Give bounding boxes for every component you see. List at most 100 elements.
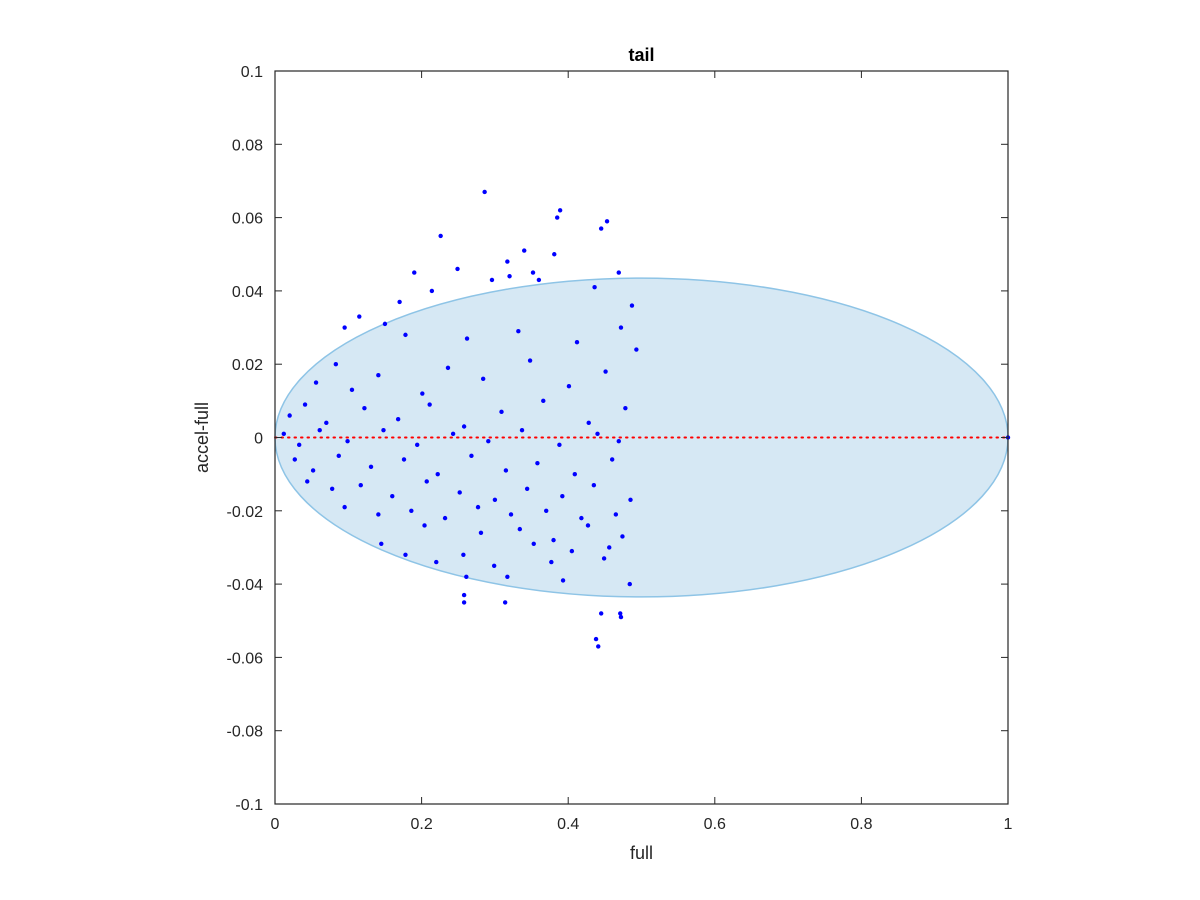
data-point: [329, 486, 335, 492]
data-point: [618, 614, 624, 620]
data-point: [397, 299, 402, 305]
data-point: [281, 431, 286, 437]
data-point: [390, 493, 395, 499]
data-point: [461, 600, 467, 605]
y-tick-label: -0.08: [227, 724, 264, 741]
x-tick-label: 0.6: [704, 816, 726, 833]
y-axis-label: accel-full: [192, 402, 212, 473]
data-point: [517, 526, 523, 532]
data-point: [438, 233, 443, 239]
data-point: [445, 365, 451, 371]
data-point: [505, 259, 510, 264]
data-point: [461, 552, 466, 557]
data-point: [342, 325, 347, 330]
data-point: [591, 482, 597, 488]
data-point: [530, 270, 536, 275]
data-point: [531, 541, 536, 546]
data-point: [317, 427, 322, 433]
data-point: [442, 515, 448, 521]
data-point: [357, 314, 362, 319]
x-axis-label: full: [630, 843, 653, 863]
data-point: [516, 329, 521, 334]
data-point: [491, 563, 497, 568]
data-point: [461, 424, 467, 429]
data-point: [415, 442, 420, 448]
data-point: [409, 508, 414, 513]
x-tick-label: 0.2: [410, 816, 432, 833]
data-point: [292, 457, 297, 462]
data-point: [324, 420, 329, 426]
data-point: [609, 457, 615, 462]
y-tick-label: -0.06: [227, 650, 264, 667]
data-point: [560, 578, 566, 583]
data-point: [601, 556, 607, 561]
data-point: [552, 252, 557, 257]
data-point: [376, 512, 381, 517]
data-point: [586, 420, 591, 426]
data-point: [503, 468, 509, 473]
data-point: [557, 208, 563, 213]
data-point: [629, 303, 635, 308]
data-point: [627, 581, 632, 587]
data-point: [489, 277, 495, 283]
data-point: [634, 347, 639, 352]
data-point: [596, 644, 601, 649]
data-point: [427, 402, 432, 407]
data-point: [478, 530, 484, 535]
data-point: [595, 431, 600, 437]
data-point: [613, 512, 619, 517]
y-tick-label: 0: [254, 431, 263, 448]
x-tick-label: 0.8: [850, 816, 872, 833]
data-point: [475, 504, 481, 510]
data-point: [313, 380, 319, 385]
data-point: [302, 402, 308, 407]
y-tick-label: -0.04: [227, 577, 264, 594]
data-point: [435, 471, 440, 477]
data-point: [616, 438, 621, 444]
data-point: [508, 512, 514, 517]
data-point: [469, 453, 474, 459]
data-point: [310, 468, 316, 473]
data-point: [603, 369, 608, 374]
data-point: [358, 482, 363, 488]
x-tick-label: 1: [1004, 816, 1013, 833]
data-point: [560, 493, 565, 499]
data-point: [549, 559, 554, 565]
data-point: [403, 332, 408, 338]
data-point: [623, 405, 628, 411]
y-axis-ticks: -0.1 -0.08 -0.06 -0.04 -0.02 0 0.02 0.04 0.06 0.0…: [227, 64, 1008, 814]
data-point: [527, 358, 533, 363]
data-point: [482, 189, 487, 195]
data-point: [429, 288, 435, 294]
y-tick-label: 0.06: [232, 211, 263, 228]
data-point: [424, 479, 429, 484]
data-point: [349, 387, 355, 393]
data-point: [464, 336, 470, 341]
data-point: [382, 321, 388, 327]
data-point: [505, 574, 510, 579]
data-point: [362, 405, 367, 411]
y-tick-label: 0.04: [232, 284, 263, 301]
data-point: [499, 409, 504, 415]
data-point: [544, 508, 549, 513]
data-point: [507, 274, 512, 279]
data-point: [412, 270, 417, 275]
data-point: [585, 523, 591, 528]
data-point: [502, 600, 508, 605]
y-tick-label: -0.02: [227, 504, 264, 521]
data-point: [333, 362, 339, 367]
data-point: [336, 453, 341, 459]
y-tick-label: -0.1: [235, 797, 263, 814]
x-axis-ticks: 0 0.2 0.4 0.6 0.8 1: [271, 71, 1013, 833]
data-point: [345, 438, 350, 444]
data-point: [381, 427, 386, 433]
data-point: [607, 545, 612, 550]
data-point: [486, 438, 491, 444]
data-point: [376, 372, 381, 378]
y-tick-label: 0.1: [241, 64, 263, 81]
data-point: [616, 270, 621, 275]
y-tick-label: 0.02: [232, 357, 263, 374]
data-point: [296, 442, 302, 448]
data-point: [604, 219, 610, 224]
